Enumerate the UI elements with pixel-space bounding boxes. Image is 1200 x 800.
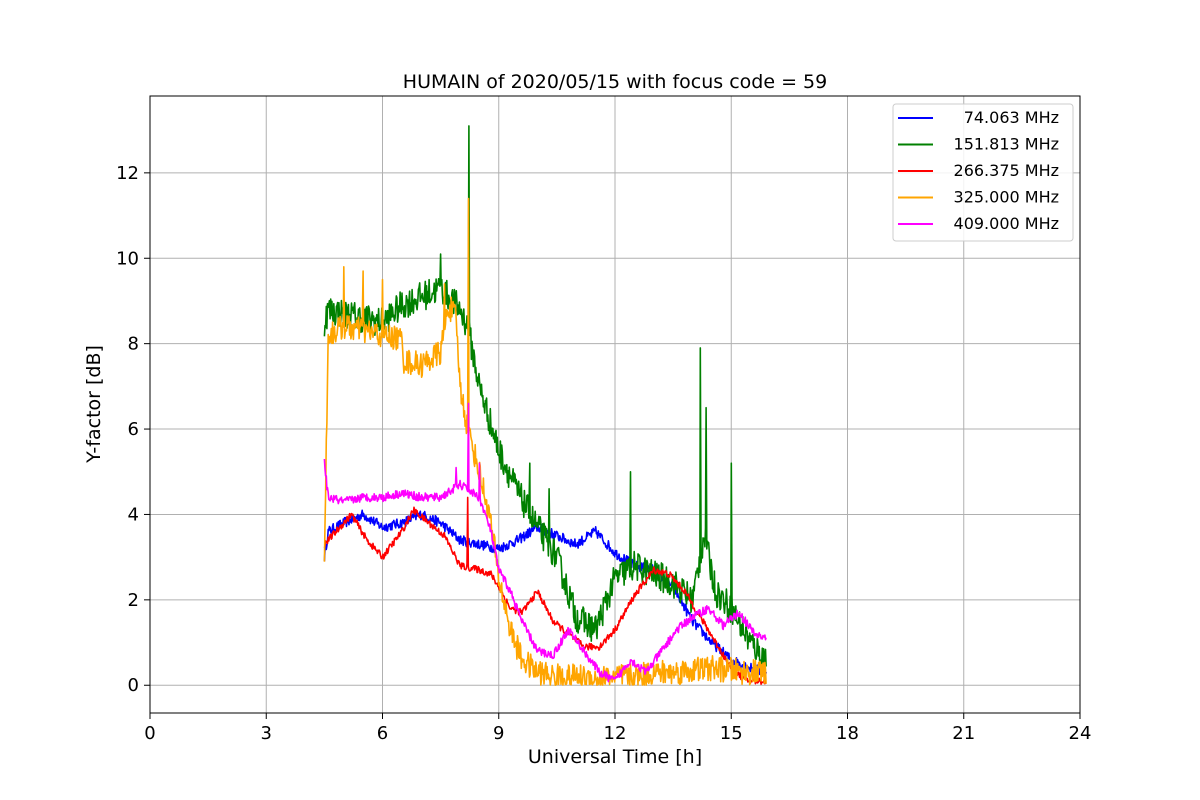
series-line-2: [323, 496, 767, 685]
legend-label-4: 409.000 MHz: [954, 214, 1059, 233]
y-tick-label: 8: [128, 334, 139, 355]
series-line-4: [323, 402, 767, 683]
x-tick-label: 24: [1069, 723, 1092, 744]
y-axis-label: Y-factor [dB]: [83, 345, 105, 464]
plot-area: [323, 125, 767, 686]
y-tick-label: 6: [128, 419, 139, 440]
chart-title: HUMAIN of 2020/05/15 with focus code = 5…: [403, 71, 827, 93]
y-tick-label: 12: [116, 163, 139, 184]
x-tick-label: 12: [604, 723, 627, 744]
y-tick-label: 2: [128, 590, 139, 611]
x-tick-label: 21: [952, 723, 975, 744]
x-tick-label: 6: [377, 723, 388, 744]
x-axis-label: Universal Time [h]: [528, 746, 702, 768]
y-tick-label: 0: [128, 675, 139, 696]
y-tick-label: 4: [128, 504, 139, 525]
series-line-3: [323, 197, 767, 686]
x-tick-label: 3: [261, 723, 272, 744]
legend-label-3: 325.000 MHz: [954, 188, 1059, 207]
x-tick-label: 9: [493, 723, 504, 744]
x-tick-label: 18: [836, 723, 859, 744]
legend-box: [892, 103, 1074, 242]
legend: 74.063 MHz 151.813 MHz 266.375 MHz 325.000 …: [892, 103, 1074, 242]
y-tick-label: 10: [116, 248, 139, 269]
legend-label-2: 266.375 MHz: [954, 161, 1059, 180]
x-tick-label: 15: [720, 723, 743, 744]
legend-label-1: 151.813 MHz: [954, 135, 1059, 154]
x-tick-label: 0: [144, 723, 155, 744]
series-line-1: [323, 125, 767, 667]
legend-label-0: 74.063 MHz: [964, 108, 1059, 127]
